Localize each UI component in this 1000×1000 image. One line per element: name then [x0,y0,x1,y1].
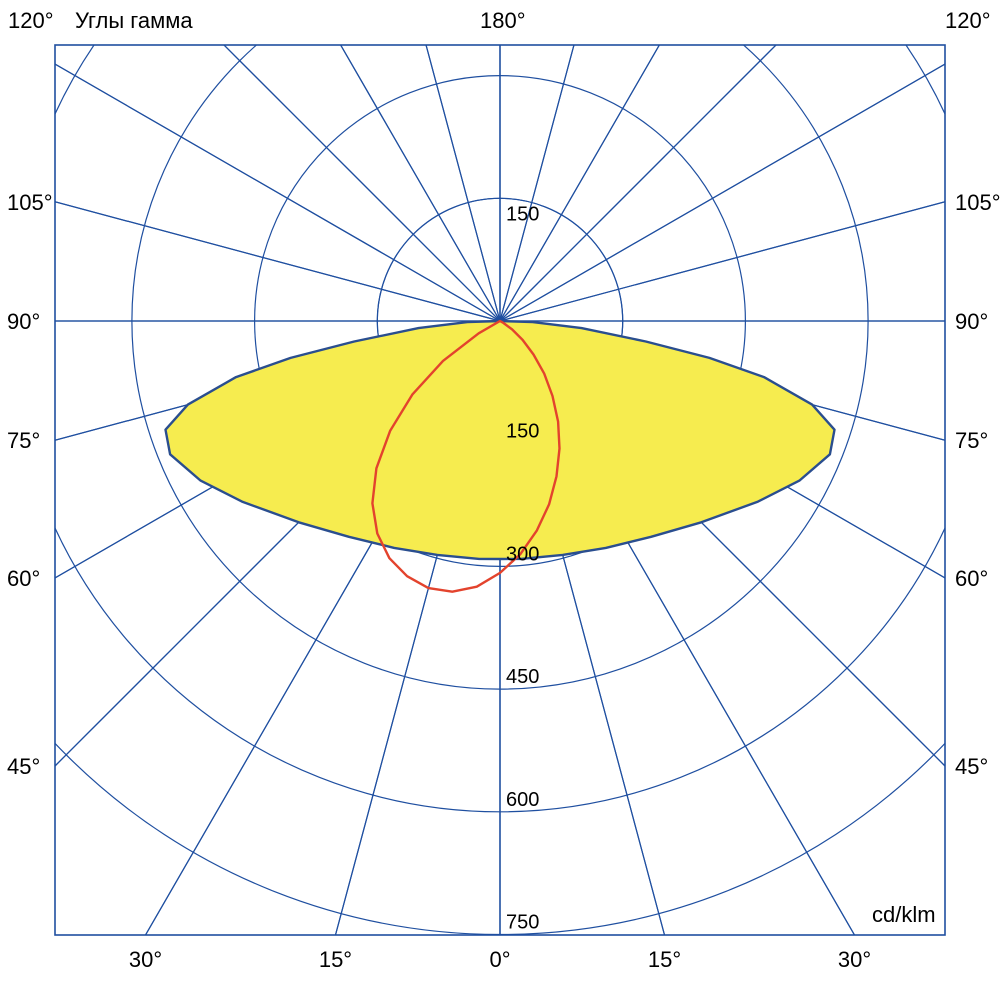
angle-label: 120° [945,8,991,33]
chart-title: Углы гамма [75,8,193,33]
angle-label: 15° [319,947,352,972]
angle-label: 180° [480,8,526,33]
angle-label: 90° [7,309,40,334]
radial-label: 600 [506,789,539,811]
angle-label: 45° [7,754,40,779]
radial-label: 300 [506,543,539,565]
radial-label: 150 [506,203,539,225]
angle-label: 105° [7,190,53,215]
angle-label: 15° [648,947,681,972]
angle-label: 75° [955,428,988,453]
radial-label: 150 [506,421,539,443]
angle-label: 0° [489,947,510,972]
angle-label: 75° [7,428,40,453]
angle-label: 120° [8,8,54,33]
photometric-polar-chart: 120° 180° 120° Углы гамма cd/klm 105° 90° 75° 60… [0,0,1000,1000]
angle-label: 60° [7,566,40,591]
angle-label: 30° [129,947,162,972]
radial-label: 750 [506,912,539,934]
angle-label: 90° [955,309,988,334]
angle-label: 105° [955,190,1000,215]
angle-label: 30° [838,947,871,972]
radial-label: 450 [506,666,539,688]
angle-label: 45° [955,754,988,779]
angle-label: 60° [955,566,988,591]
unit-label: cd/klm [872,902,936,927]
